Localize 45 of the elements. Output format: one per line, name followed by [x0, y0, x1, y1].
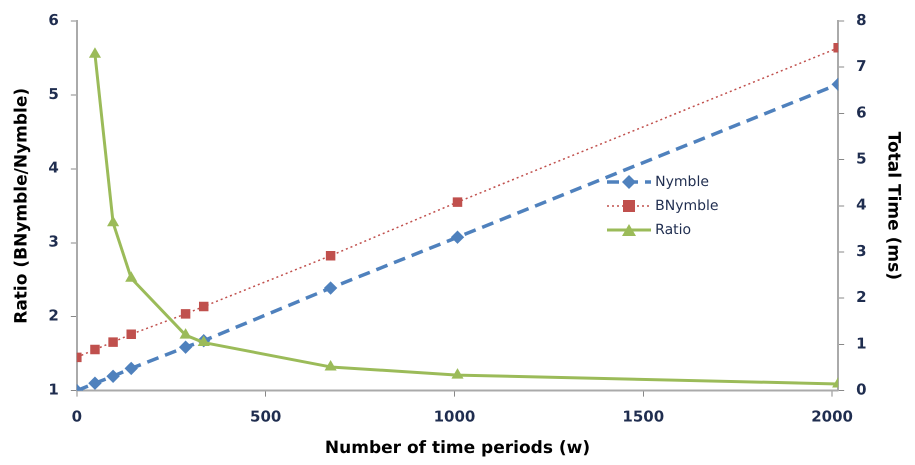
point	[89, 48, 101, 58]
y2-tick-label: 4	[856, 196, 867, 214]
point	[324, 282, 338, 295]
point	[452, 197, 462, 207]
x-tick-label: 0	[72, 407, 82, 426]
point	[90, 344, 100, 354]
y-tick-label: 3	[48, 232, 59, 251]
point	[107, 216, 119, 226]
point	[180, 328, 192, 339]
y2-axis-title: Total Time (ms)	[883, 132, 904, 280]
y-tick-label: 4	[48, 158, 59, 177]
x-tick-label: 500	[250, 407, 282, 426]
legend-label: BNymble	[655, 198, 719, 214]
y2-tick-label: 7	[856, 57, 867, 76]
point	[324, 360, 336, 370]
point	[179, 340, 192, 354]
y2-tick-label: 6	[856, 103, 867, 122]
x-axis-title: Number of time periods (w)	[324, 438, 590, 458]
point	[108, 337, 118, 347]
x-tick-label: 2000	[811, 407, 853, 426]
y2-tick-label: 3	[856, 242, 867, 260]
legend-label: Nymble	[655, 174, 709, 190]
point	[451, 230, 464, 244]
point	[452, 368, 464, 379]
point	[326, 250, 336, 260]
point	[126, 329, 136, 339]
y2-tick-label: 8	[856, 10, 867, 29]
point	[106, 370, 120, 383]
point	[88, 376, 102, 390]
legend-label: Ratio	[655, 222, 692, 238]
y2-tick-label: 1	[856, 334, 867, 352]
y-tick-label: 1	[48, 380, 59, 398]
point	[180, 309, 190, 319]
point	[126, 272, 137, 282]
y-tick-label: 6	[48, 10, 59, 29]
y-tick-label: 2	[48, 306, 59, 325]
y2-tick-label: 2	[856, 288, 867, 306]
x-tick-label: 1000	[434, 407, 476, 426]
point	[198, 302, 208, 312]
y2-tick-label: 0	[856, 380, 867, 398]
y-axis-title: Ratio (BNymble/Nymble)	[12, 88, 32, 324]
y2-tick-label: 5	[856, 149, 867, 168]
point	[124, 362, 138, 375]
x-tick-label: 1500	[622, 407, 664, 426]
y-tick-label: 5	[48, 84, 59, 103]
